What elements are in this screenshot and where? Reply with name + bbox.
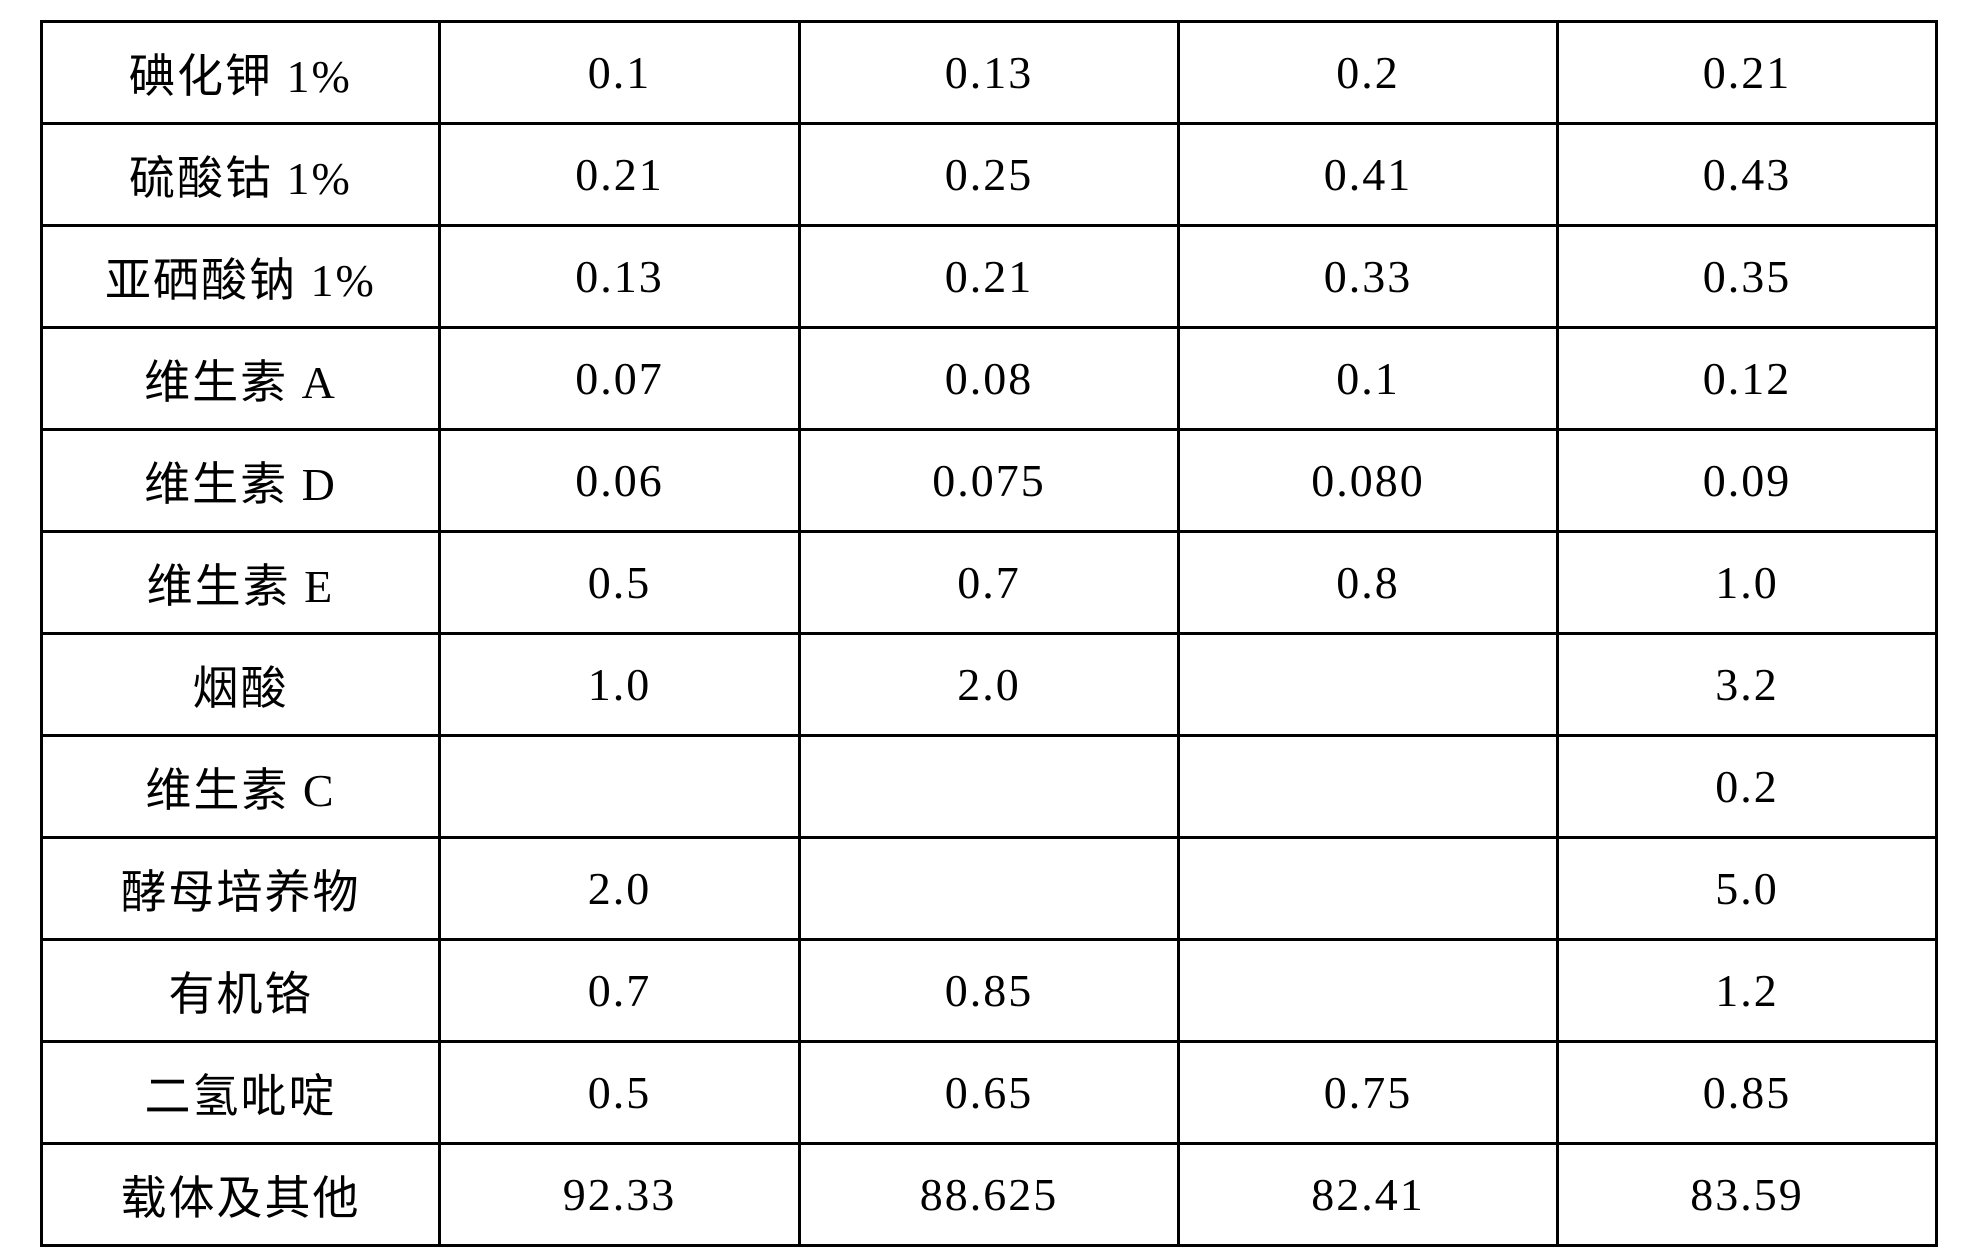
- cell: 1.0: [1557, 532, 1936, 634]
- table-row: 有机铬 0.7 0.85 1.2: [42, 940, 1937, 1042]
- cell: 0.1: [439, 22, 799, 124]
- cell: [1178, 838, 1557, 940]
- cell: 0.85: [799, 940, 1178, 1042]
- table-row: 维生素 C 0.2: [42, 736, 1937, 838]
- cell: 0.8: [1178, 532, 1557, 634]
- cell: [799, 736, 1178, 838]
- cell: 0.2: [1178, 22, 1557, 124]
- cell: 0.1: [1178, 328, 1557, 430]
- table-row: 维生素 A 0.07 0.08 0.1 0.12: [42, 328, 1937, 430]
- cell: 0.21: [439, 124, 799, 226]
- cell: 0.43: [1557, 124, 1936, 226]
- cell: 0.12: [1557, 328, 1936, 430]
- cell: 0.080: [1178, 430, 1557, 532]
- table-row: 酵母培养物 2.0 5.0: [42, 838, 1937, 940]
- cell: 2.0: [439, 838, 799, 940]
- cell: 0.07: [439, 328, 799, 430]
- cell: 0.85: [1557, 1042, 1936, 1144]
- cell: 88.625: [799, 1144, 1178, 1246]
- table-row: 二氢吡啶 0.5 0.65 0.75 0.85: [42, 1042, 1937, 1144]
- cell: 1.0: [439, 634, 799, 736]
- cell: 0.13: [439, 226, 799, 328]
- cell: 3.2: [1557, 634, 1936, 736]
- cell: 0.35: [1557, 226, 1936, 328]
- cell: 2.0: [799, 634, 1178, 736]
- row-label: 硫酸钴 1%: [42, 124, 440, 226]
- row-label: 亚硒酸钠 1%: [42, 226, 440, 328]
- table-row: 维生素 D 0.06 0.075 0.080 0.09: [42, 430, 1937, 532]
- cell: 0.13: [799, 22, 1178, 124]
- row-label: 维生素 E: [42, 532, 440, 634]
- table-row: 载体及其他 92.33 88.625 82.41 83.59: [42, 1144, 1937, 1246]
- cell: 0.5: [439, 1042, 799, 1144]
- table-row: 硫酸钴 1% 0.21 0.25 0.41 0.43: [42, 124, 1937, 226]
- cell: 0.41: [1178, 124, 1557, 226]
- cell: 0.7: [799, 532, 1178, 634]
- cell: 0.08: [799, 328, 1178, 430]
- table-row: 维生素 E 0.5 0.7 0.8 1.0: [42, 532, 1937, 634]
- cell: [1178, 634, 1557, 736]
- row-label: 酵母培养物: [42, 838, 440, 940]
- cell: 82.41: [1178, 1144, 1557, 1246]
- cell: 92.33: [439, 1144, 799, 1246]
- row-label: 载体及其他: [42, 1144, 440, 1246]
- data-table: 碘化钾 1% 0.1 0.13 0.2 0.21 硫酸钴 1% 0.21 0.2…: [40, 20, 1938, 1247]
- row-label: 有机铬: [42, 940, 440, 1042]
- table-row: 亚硒酸钠 1% 0.13 0.21 0.33 0.35: [42, 226, 1937, 328]
- cell: 0.33: [1178, 226, 1557, 328]
- cell: [1178, 736, 1557, 838]
- cell: 0.65: [799, 1042, 1178, 1144]
- row-label: 二氢吡啶: [42, 1042, 440, 1144]
- cell: 0.75: [1178, 1042, 1557, 1144]
- cell: 0.25: [799, 124, 1178, 226]
- cell: [1178, 940, 1557, 1042]
- row-label: 烟酸: [42, 634, 440, 736]
- row-label: 维生素 A: [42, 328, 440, 430]
- cell: [439, 736, 799, 838]
- cell: 0.21: [1557, 22, 1936, 124]
- cell: 5.0: [1557, 838, 1936, 940]
- cell: 1.2: [1557, 940, 1936, 1042]
- table-row: 碘化钾 1% 0.1 0.13 0.2 0.21: [42, 22, 1937, 124]
- cell: 0.5: [439, 532, 799, 634]
- cell: 0.09: [1557, 430, 1936, 532]
- cell: 0.2: [1557, 736, 1936, 838]
- cell: 0.21: [799, 226, 1178, 328]
- cell: 0.075: [799, 430, 1178, 532]
- cell: 0.06: [439, 430, 799, 532]
- cell: [799, 838, 1178, 940]
- cell: 83.59: [1557, 1144, 1936, 1246]
- row-label: 碘化钾 1%: [42, 22, 440, 124]
- row-label: 维生素 D: [42, 430, 440, 532]
- row-label: 维生素 C: [42, 736, 440, 838]
- table-row: 烟酸 1.0 2.0 3.2: [42, 634, 1937, 736]
- cell: 0.7: [439, 940, 799, 1042]
